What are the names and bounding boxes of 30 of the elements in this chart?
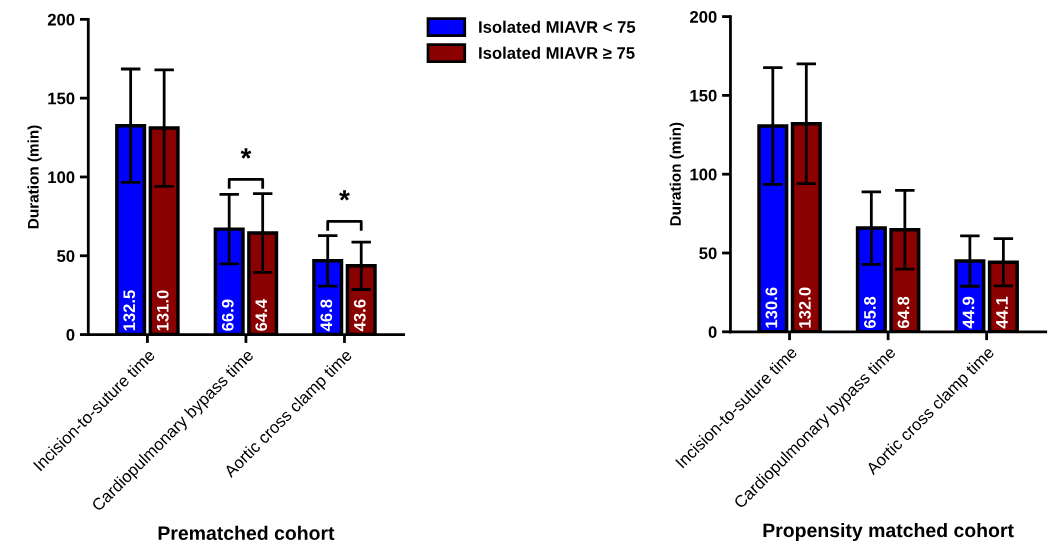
y-tick-label: 200 <box>47 13 75 26</box>
y-axis-title: Duration (min) <box>669 122 684 226</box>
data-label: 43.6 <box>353 299 366 332</box>
x-axis-title: Propensity matched cohort <box>763 522 1014 542</box>
y-tick-label: 150 <box>48 92 75 105</box>
data-label: 132.5 <box>123 290 136 331</box>
data-label: 66.9 <box>221 299 234 331</box>
y-axis-title: Duration (min) <box>27 125 42 229</box>
data-label: 46.8 <box>320 299 333 332</box>
data-label: 132.0 <box>798 287 811 328</box>
annotation: * <box>240 148 252 159</box>
data-label: 64.8 <box>897 296 910 329</box>
y-tick-label: 50 <box>699 247 717 260</box>
data-label: 131.0 <box>156 290 169 331</box>
data-label: 130.6 <box>765 287 778 328</box>
data-label: 65.8 <box>864 296 876 329</box>
y-tick-label: 0 <box>66 328 75 341</box>
y-tick-label: 0 <box>708 326 717 338</box>
data-label: 44.9 <box>962 296 975 329</box>
annotation: * <box>339 190 350 201</box>
data-label: 64.4 <box>255 299 268 331</box>
legend-label: Isolated MIAVR ≥ 75 <box>479 46 635 59</box>
data-label: 44.1 <box>996 296 1008 329</box>
y-tick-label: 100 <box>690 168 717 181</box>
x-axis-title: Prematched cohort <box>158 525 335 541</box>
y-tick-label: 150 <box>690 89 717 102</box>
y-tick-label: 100 <box>48 171 75 184</box>
legend-label: Isolated MIAVR < 75 <box>479 20 636 33</box>
y-tick-label: 200 <box>690 10 717 23</box>
y-tick-label: 50 <box>57 250 75 262</box>
